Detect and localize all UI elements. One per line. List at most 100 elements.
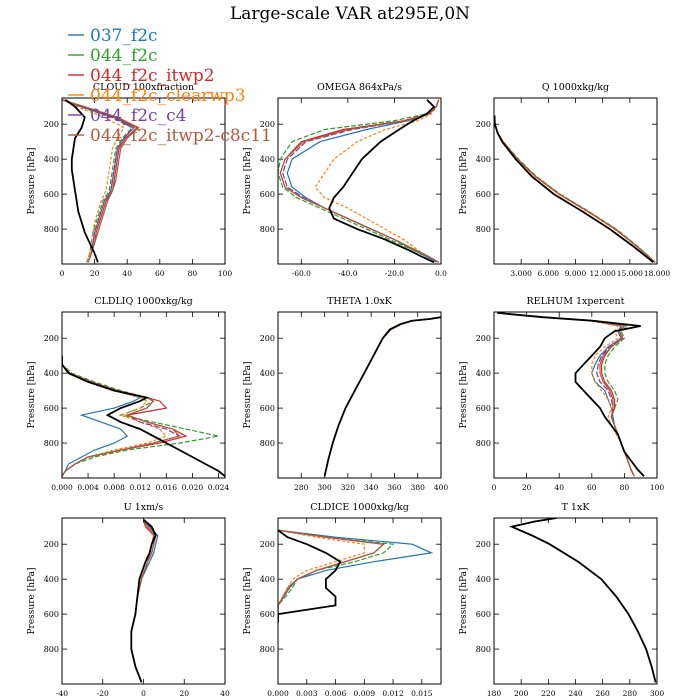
panel-frame [61, 97, 226, 265]
series-line-6 [279, 99, 440, 263]
series-line-2 [278, 99, 440, 263]
series-line-6 [497, 312, 635, 477]
panel-title: OMEGA 864xPa/s [317, 82, 402, 93]
series-line-4 [324, 316, 441, 477]
y-tick-label: 200 [476, 540, 491, 549]
legend-label: 044_f2c_itwp2 [90, 66, 215, 86]
y-tick-label: 400 [260, 369, 275, 378]
series-line-3 [130, 519, 155, 683]
y-axis-label: Pressure [hPa] [27, 361, 37, 428]
series-group [323, 316, 441, 477]
panel-1: CLOUD 100xfraction 200 400 600 800 0 20 40 60 80 1… [27, 82, 232, 278]
x-tick-label: 360 [387, 483, 402, 492]
x-tick-label: 0.004 [77, 483, 99, 492]
reference-line [508, 518, 657, 683]
x-tick-label: 15.000 [617, 269, 643, 278]
x-tick-label: 80 [620, 483, 630, 492]
x-tick-label: 60 [587, 483, 597, 492]
series-line-6 [62, 99, 140, 263]
y-tick-label: 600 [476, 190, 491, 199]
series-line-5 [282, 99, 440, 263]
y-tick-label: 800 [44, 645, 59, 654]
y-tick-label: 600 [260, 610, 275, 619]
y-tick-label: 600 [476, 610, 491, 619]
series-line-6 [509, 518, 657, 683]
y-axis-label: Pressure [hPa] [459, 567, 469, 634]
y-axis-label: Pressure [hPa] [27, 147, 37, 214]
series-line-4 [62, 99, 125, 263]
x-tick-label: -40 [56, 689, 68, 698]
series-line-3 [509, 518, 657, 683]
panel-title: THETA 1.0xK [327, 296, 393, 307]
x-tick-label: 9.000 [565, 269, 587, 278]
y-axis-label: Pressure [hPa] [243, 147, 253, 214]
x-tick-label: 300 [317, 483, 332, 492]
y-axis-label: Pressure [hPa] [27, 567, 37, 634]
x-tick-label: 0.024 [208, 483, 230, 492]
y-tick-label: 400 [476, 155, 491, 164]
series-line-6 [324, 316, 441, 477]
y-tick-label: 800 [260, 439, 275, 448]
x-tick-label: 3.000 [510, 269, 532, 278]
x-tick-label: 0.003 [296, 689, 318, 698]
series-line-4 [278, 529, 365, 623]
series-line-3 [497, 312, 635, 477]
series-line-1 [278, 529, 434, 623]
x-tick-label: 200 [514, 689, 529, 698]
x-tick-label: 260 [596, 689, 611, 698]
y-tick-label: 400 [44, 155, 59, 164]
series-group [278, 99, 440, 264]
series-line-3 [278, 529, 385, 623]
series-line-1 [509, 518, 657, 683]
y-axis-label: Pressure [hPa] [243, 567, 253, 634]
reference-line [62, 355, 225, 477]
x-tick-label: 380 [411, 483, 426, 492]
legend-label: 044_f2c_c4 [90, 106, 186, 126]
series-line-4 [314, 99, 440, 263]
y-tick-label: 200 [44, 120, 59, 129]
x-tick-label: 0 [141, 689, 146, 698]
x-tick-label: 18.000 [644, 269, 670, 278]
series-line-5 [278, 529, 385, 623]
legend: 037_f2c044_f2c044_f2c_itwp2044_f2c_clear… [68, 26, 272, 146]
y-tick-label: 200 [260, 540, 275, 549]
x-tick-label: 0.0 [435, 269, 447, 278]
series-line-3 [62, 99, 139, 263]
series-line-6 [278, 529, 385, 623]
reference-line [278, 529, 342, 623]
x-tick-label: 0.012 [382, 689, 404, 698]
x-tick-label: -20 [97, 689, 109, 698]
series-group [494, 115, 656, 264]
x-tick-label: 0.015 [411, 689, 433, 698]
x-tick-label: 40 [220, 689, 230, 698]
x-tick-label: 0.008 [103, 483, 125, 492]
x-tick-label: 20 [90, 269, 100, 278]
reference-line [328, 99, 436, 264]
panel-5: THETA 1.0xK 200 400 600 800 280 300 320 340 360 38… [243, 296, 448, 492]
y-tick-label: 200 [44, 334, 59, 343]
panel-frame [493, 311, 658, 479]
panel-frame [493, 517, 658, 685]
x-tick-label: 0.000 [267, 689, 289, 698]
series-line-5 [497, 312, 635, 477]
y-tick-label: 600 [476, 404, 491, 413]
x-tick-label: 280 [623, 689, 638, 698]
panel-9: T 1xK 200 400 600 800 180 200 220 240 260 280 300 Pr… [459, 502, 664, 698]
x-tick-label: 0.000 [51, 483, 73, 492]
panel-title: CLDICE 1000xkg/kg [310, 502, 409, 513]
panel-title: Q 1000xkg/kg [542, 82, 609, 93]
x-tick-label: -40.0 [338, 269, 357, 278]
x-tick-label: 40 [122, 269, 132, 278]
series-line-3 [324, 316, 441, 477]
x-tick-label: 400 [434, 483, 449, 492]
series-line-5 [509, 518, 657, 683]
series-group [62, 355, 225, 477]
x-tick-label: 280 [294, 483, 309, 492]
x-tick-label: 0.016 [156, 483, 178, 492]
series-line-5 [324, 316, 441, 477]
y-tick-label: 800 [476, 225, 491, 234]
series-line-4 [62, 355, 168, 477]
panel-frame [61, 517, 226, 685]
